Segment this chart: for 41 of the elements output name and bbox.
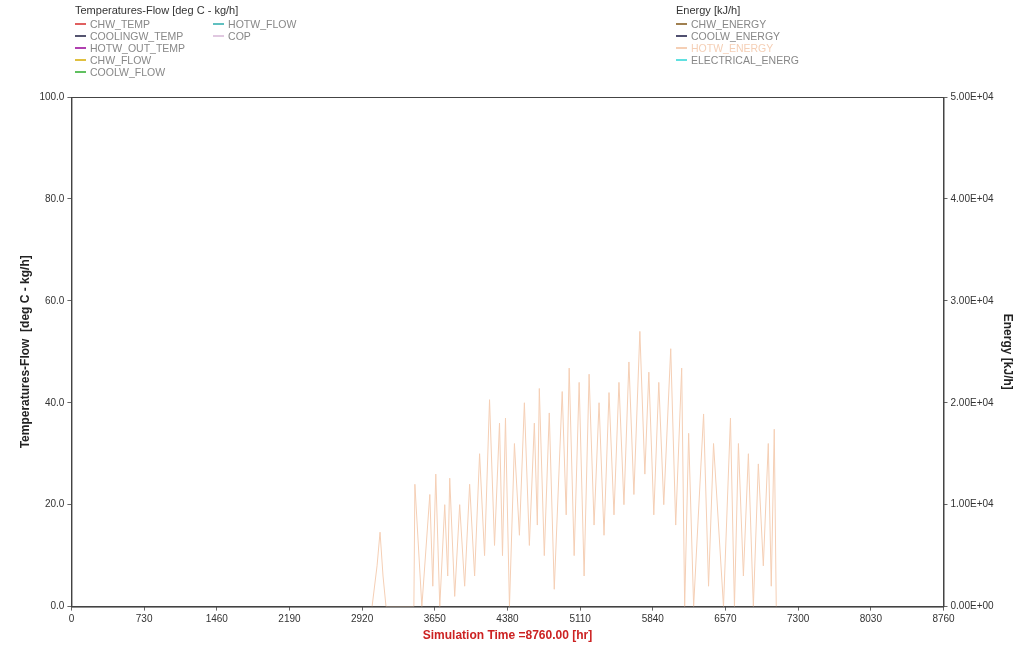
legend-label: CHW_ENERGY xyxy=(691,18,767,30)
x-tick-label: 0 xyxy=(68,613,75,625)
legend-label: ELECTRICAL_ENERG xyxy=(691,54,799,66)
x-tick-label: 3650 xyxy=(423,613,447,625)
x-tick-label: 8760 xyxy=(932,613,956,625)
legend-label: HOTW_FLOW xyxy=(228,18,297,30)
legend-label: CHW_FLOW xyxy=(90,54,152,66)
text: Energy [kJ/h] xyxy=(676,4,741,16)
y-axis-title: Temperatures-Flow [deg C - kg/h] xyxy=(17,255,32,449)
y2-axis-title: Energy [kJ/h] xyxy=(1001,313,1016,390)
legend-label: HOTW_ENERGY xyxy=(691,42,774,54)
x-tick-label: 8030 xyxy=(859,613,883,625)
y2-tick-label: 1.00E+04 xyxy=(950,498,995,510)
x-tick-label: 2920 xyxy=(350,613,374,625)
x-tick-label: 6570 xyxy=(714,613,738,625)
y2-tick-label: 4.00E+04 xyxy=(950,192,995,204)
x-tick-label: 730 xyxy=(135,613,153,625)
x-tick-label: 5110 xyxy=(569,613,592,625)
legend-label: COOLW_FLOW xyxy=(90,66,166,78)
y-tick-label: 0.0 xyxy=(50,600,65,612)
y-tick-label: 60.0 xyxy=(44,294,65,306)
y-tick-label: 40.0 xyxy=(44,396,65,408)
text: Temperatures-Flow [deg C - kg/h] xyxy=(75,4,239,16)
y-tick-label: 80.0 xyxy=(44,192,65,204)
legend-label: CHW_TEMP xyxy=(90,18,151,30)
legend-label: COP xyxy=(228,30,251,42)
y-tick-label: 100.0 xyxy=(39,90,65,102)
x-tick-label: 5840 xyxy=(641,613,665,625)
x-tick-label: 1460 xyxy=(205,613,229,625)
y2-tick-label: 2.00E+04 xyxy=(950,396,995,408)
x-axis-title: Simulation Time =8760.00 [hr] xyxy=(422,628,593,643)
y2-tick-label: 3.00E+04 xyxy=(950,294,995,306)
x-tick-label: 4380 xyxy=(496,613,520,625)
legend-label: COOLINGW_TEMP xyxy=(90,30,184,42)
x-tick-label: 2190 xyxy=(278,613,301,625)
x-tick-label: 7300 xyxy=(787,613,810,625)
y2-tick-label: 5.00E+04 xyxy=(950,90,995,102)
y2-tick-label: 0.00E+00 xyxy=(950,600,995,612)
legend-label: HOTW_OUT_TEMP xyxy=(90,42,186,54)
legend-label: COOLW_ENERGY xyxy=(691,30,781,42)
y-tick-label: 20.0 xyxy=(44,498,65,510)
